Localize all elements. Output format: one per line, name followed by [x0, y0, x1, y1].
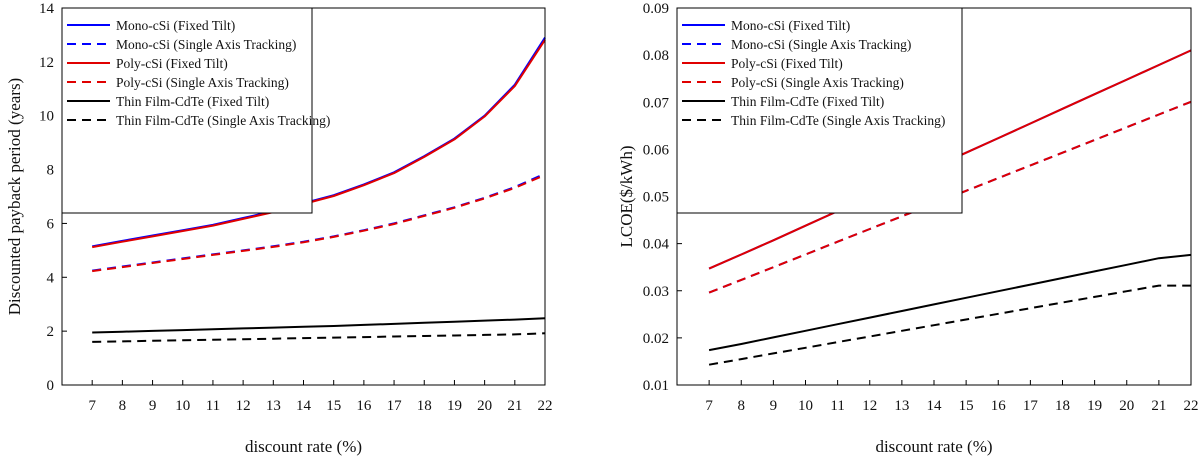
y-tick-label: 0.07 — [643, 95, 670, 111]
y-tick-label: 8 — [47, 163, 55, 179]
x-tick-label: 9 — [149, 398, 157, 414]
x-tick-label: 10 — [798, 398, 813, 414]
y-tick-label: 0.02 — [643, 331, 669, 347]
y-tick-label: 0.03 — [643, 284, 669, 300]
legend-label-0: Mono-cSi (Fixed Tilt) — [731, 18, 850, 33]
y-axis-title: LCOE($/kWh) — [617, 146, 636, 248]
x-tick-label: 21 — [507, 398, 522, 414]
x-tick-label: 8 — [738, 398, 746, 414]
x-tick-label: 18 — [417, 398, 432, 414]
x-axis-title: discount rate (%) — [245, 437, 362, 456]
series-line-4 — [92, 317, 546, 334]
x-tick-label: 20 — [477, 398, 492, 414]
legend: Mono-cSi (Fixed Tilt) Mono-cSi (Single Ax… — [676, 7, 963, 214]
x-tick-label: 8 — [119, 398, 127, 414]
x-tick-label: 17 — [1023, 398, 1039, 414]
series-line-5 — [708, 284, 1191, 366]
y-axis-title: Discounted payback period (years) — [5, 78, 24, 315]
series-line-2 — [92, 39, 546, 249]
x-tick-label: 12 — [862, 398, 877, 414]
legend-box — [676, 7, 963, 214]
y-tick-label: 0.09 — [643, 1, 669, 17]
legend-label-5: Thin Film-CdTe (Single Axis Tracking) — [731, 113, 945, 128]
legend-label-5: Thin Film-CdTe (Single Axis Tracking) — [116, 113, 330, 128]
x-tick-label: 11 — [830, 398, 844, 414]
y-tick-label: 10 — [39, 109, 54, 125]
x-tick-label: 14 — [296, 398, 312, 414]
payback-period-chart: 7 8 9 10 11 12 13 14 15 16 17 18 19 20 21 22 0 2 4 6 8 10 12 14… — [5, 1, 553, 456]
legend-label-0: Mono-cSi (Fixed Tilt) — [116, 18, 235, 33]
y-tick-label: 12 — [39, 55, 54, 71]
x-tick-label: 19 — [447, 398, 462, 414]
x-tick-label: 9 — [770, 398, 778, 414]
series-line-3 — [92, 174, 546, 273]
x-tick-label: 14 — [927, 398, 943, 414]
x-tick-label: 19 — [1087, 398, 1102, 414]
x-tick-label: 13 — [266, 398, 281, 414]
x-tick-label: 13 — [894, 398, 909, 414]
y-tick-label: 14 — [39, 1, 55, 17]
x-tick-label: 16 — [991, 398, 1007, 414]
legend: Mono-cSi (Fixed Tilt) Mono-cSi (Single Ax… — [61, 7, 330, 214]
y-tick-label: 0.08 — [643, 48, 669, 64]
x-tick-label: 7 — [705, 398, 713, 414]
legend-label-1: Mono-cSi (Single Axis Tracking) — [731, 37, 911, 52]
legend-label-3: Poly-cSi (Single Axis Tracking) — [731, 75, 904, 90]
series-group — [92, 37, 546, 343]
y-tick-label: 0.04 — [643, 237, 670, 253]
legend-label-4: Thin Film-CdTe (Fixed Tilt) — [731, 94, 884, 109]
x-tick-label: 15 — [959, 398, 974, 414]
legend-label-4: Thin Film-CdTe (Fixed Tilt) — [116, 94, 269, 109]
x-axis-title: discount rate (%) — [875, 437, 992, 456]
y-tick-label: 2 — [47, 324, 55, 340]
x-tick-label: 10 — [175, 398, 190, 414]
y-tick-label: 0 — [47, 378, 55, 394]
x-tick-label: 18 — [1055, 398, 1070, 414]
x-tick-label: 11 — [206, 398, 220, 414]
series-line-5 — [92, 332, 546, 343]
x-tick-label: 7 — [88, 398, 96, 414]
y-tick-label: 0.01 — [643, 378, 669, 394]
x-tick-label: 20 — [1119, 398, 1134, 414]
x-tick-label: 22 — [538, 398, 553, 414]
x-tick-label: 16 — [356, 398, 372, 414]
legend-label-2: Poly-cSi (Fixed Tilt) — [731, 56, 843, 71]
y-tick-label: 0.05 — [643, 190, 669, 206]
legend-label-2: Poly-cSi (Fixed Tilt) — [116, 56, 228, 71]
y-tick-label: 0.06 — [643, 142, 670, 158]
series-line-4 — [708, 253, 1192, 352]
y-tick-label: 4 — [47, 270, 55, 286]
x-tick-label: 12 — [236, 398, 251, 414]
x-tick-label: 21 — [1151, 398, 1166, 414]
lcoe-chart: 7 8 9 10 11 12 13 14 15 16 17 18 19 20 21 22 0.01 0.02 0.0… — [617, 1, 1199, 456]
x-tick-label: 22 — [1184, 398, 1199, 414]
legend-box — [61, 7, 313, 214]
y-tick-label: 6 — [47, 216, 55, 232]
x-tick-label: 15 — [326, 398, 341, 414]
legend-label-3: Poly-cSi (Single Axis Tracking) — [116, 75, 289, 90]
legend-label-1: Mono-cSi (Single Axis Tracking) — [116, 37, 296, 52]
x-tick-label: 17 — [387, 398, 403, 414]
